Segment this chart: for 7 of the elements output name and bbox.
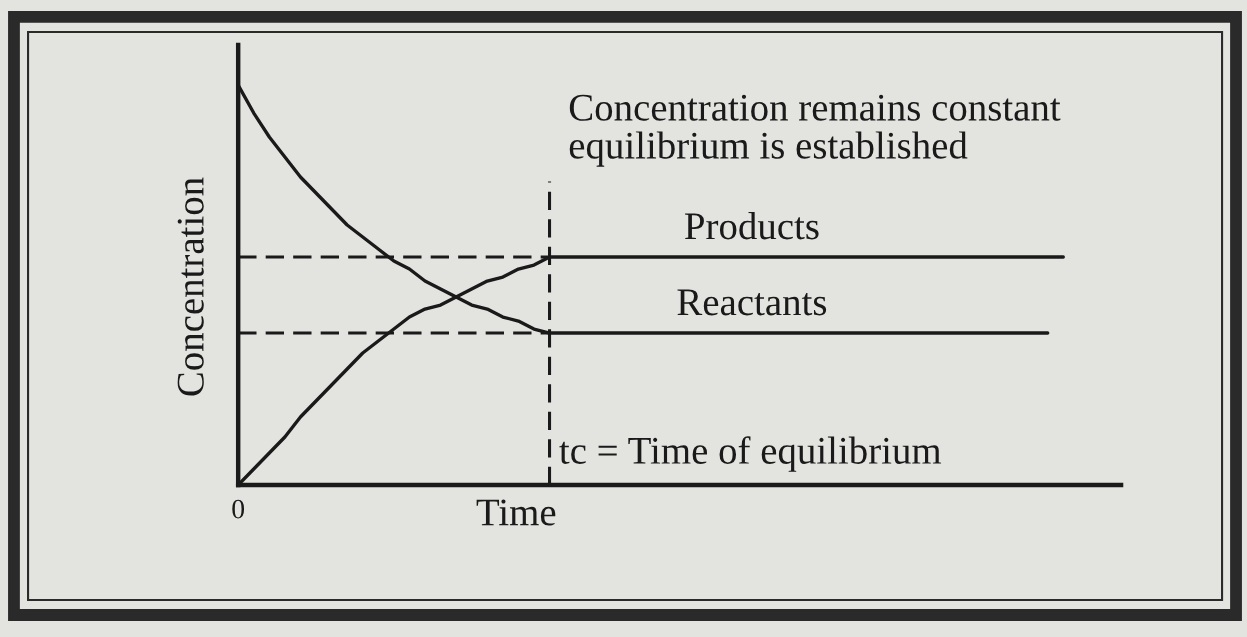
x-axis-title: Time xyxy=(476,499,556,526)
annotation: Concentration remains constant equilibrium is established xyxy=(569,94,1061,167)
annotation: 0 xyxy=(232,499,245,519)
annotation: tc = Time of equilibrium xyxy=(559,436,942,472)
series-label: Reactants xyxy=(677,289,827,316)
y-axis-title: Concentration xyxy=(177,177,204,396)
series-label: Products xyxy=(684,212,819,240)
